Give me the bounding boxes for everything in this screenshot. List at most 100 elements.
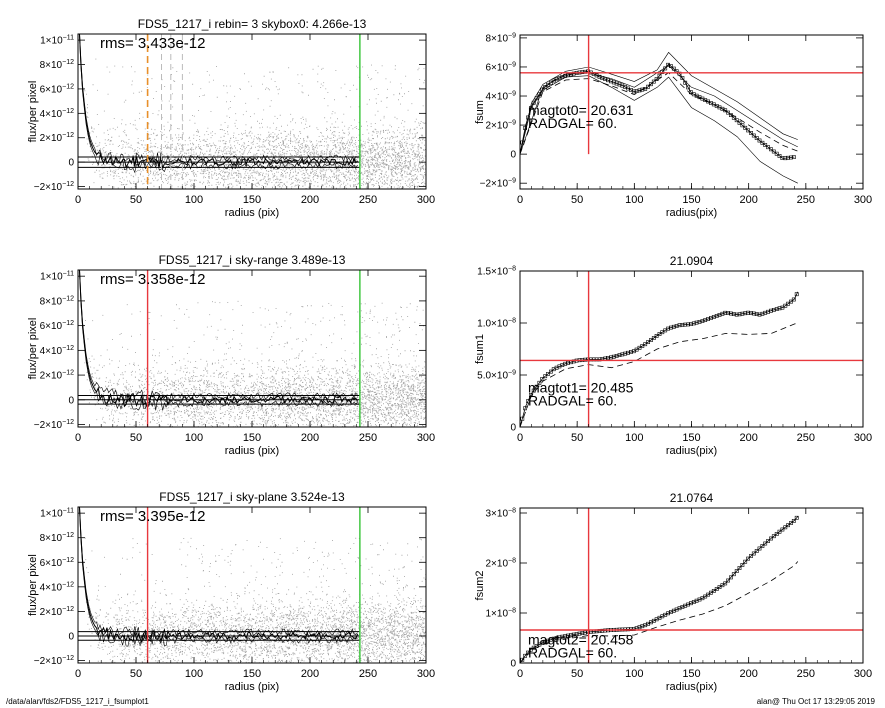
x-tick-label: 150 [243,432,261,444]
data-marker [774,307,779,312]
data-marker [760,544,765,548]
data-marker [751,133,756,138]
data-marker [703,594,708,599]
x-tick-label: 50 [130,432,142,444]
data-marker [523,406,528,411]
data-marker [640,87,645,92]
data-marker [583,357,588,362]
data-marker [543,639,548,644]
data-marker [757,312,762,317]
x-tick-label: 0 [517,194,523,206]
data-marker [706,317,711,321]
data-marker [666,326,671,331]
series-dashed [520,322,798,427]
y-tick-label: −2×10−12 [34,181,74,193]
data-marker [760,140,765,145]
data-marker [671,608,676,613]
data-marker [537,380,542,385]
y-tick-label: 6×10−9 [485,61,516,73]
data-marker [611,80,616,85]
data-marker [686,322,691,327]
data-marker [743,559,748,564]
x-tick-label: 100 [625,668,643,680]
x-axis-label: radius(pix) [666,445,717,457]
data-marker [566,633,570,638]
data-marker [783,156,788,161]
profile-line-upper [79,34,358,167]
data-marker [557,635,562,640]
x-tick-label: 300 [854,194,872,206]
y-tick-label: 6×10−12 [40,557,75,569]
data-marker [777,154,782,158]
data-marker [783,303,788,308]
radgal-annotation: RADGAL= 60. [528,644,617,660]
y-tick-label: 0 [510,150,516,161]
y-axis-label: fsum2 [474,571,486,601]
data-marker [731,312,736,317]
series-thin [520,65,798,155]
data-marker [520,657,525,662]
data-marker [580,631,585,636]
data-marker [757,546,762,551]
data-marker [686,85,691,90]
data-marker [666,62,671,67]
data-marker [751,551,756,556]
data-marker [754,549,759,553]
data-marker [634,89,639,94]
x-axis-label: radius (pix) [225,207,279,219]
y-axis-label: fsum1 [474,334,486,364]
data-marker [794,292,799,297]
series-thin [520,51,798,155]
data-marker [769,308,773,313]
profile-line [78,34,358,171]
data-marker [714,313,719,318]
data-marker [688,322,693,327]
data-marker [726,110,731,115]
data-marker [766,309,771,314]
data-marker [680,322,685,327]
footer-file-path: /data/alan/fds2/FDS5_1217_i_fsumplot1 [6,697,149,706]
data-marker [786,523,791,528]
data-marker [746,128,751,133]
x-tick-label: 50 [571,194,583,206]
data-marker [546,82,550,87]
y-tick-label: 4×10−12 [40,581,75,593]
x-tick-label: 150 [682,668,700,680]
data-marker [568,633,573,638]
data-marker [763,143,768,147]
chart-title: 21.0904 [670,254,714,268]
data-marker [714,587,719,591]
x-tick-label: 300 [854,668,872,680]
data-marker [648,82,653,87]
data-marker [680,76,685,80]
y-tick-label: 1×10−8 [485,608,516,620]
y-tick-label: 1×10−11 [40,271,74,283]
data-marker [626,350,630,355]
data-marker [548,637,553,642]
x-tick-label: 50 [571,432,583,444]
data-marker [691,321,696,326]
data-marker [703,318,708,323]
y-tick-label: 4×10−12 [40,108,75,120]
data-marker [606,355,610,360]
data-marker [789,155,793,160]
data-marker [617,353,622,358]
data-marker [543,374,548,379]
y-tick-label: 0 [510,423,516,434]
chart-fsum2: 0 50 100 150 200 250 300 0 1×10−8 2×10−8 3×10−8 rad… [474,491,872,693]
chart-fsum: 0 50 100 150 200 250 300−2×10−902×10−94×10−96×… [474,32,872,219]
data-marker [651,336,656,340]
y-axis-label: flux/per pixel [27,81,39,143]
data-marker [694,320,699,325]
chart-title: FDS5_1217_i rebin= 3 skybox0: 4.266e-13 [138,17,367,31]
data-marker [608,79,613,84]
y-axis-label: flux/per pixel [27,318,39,380]
data-marker [620,352,625,357]
x-tick-label: 300 [417,432,435,444]
y-tick-label: 0 [68,631,74,642]
data-marker [757,138,762,143]
data-marker [551,636,556,641]
x-tick-label: 100 [625,194,643,206]
data-marker [711,315,716,319]
data-marker [743,125,748,130]
